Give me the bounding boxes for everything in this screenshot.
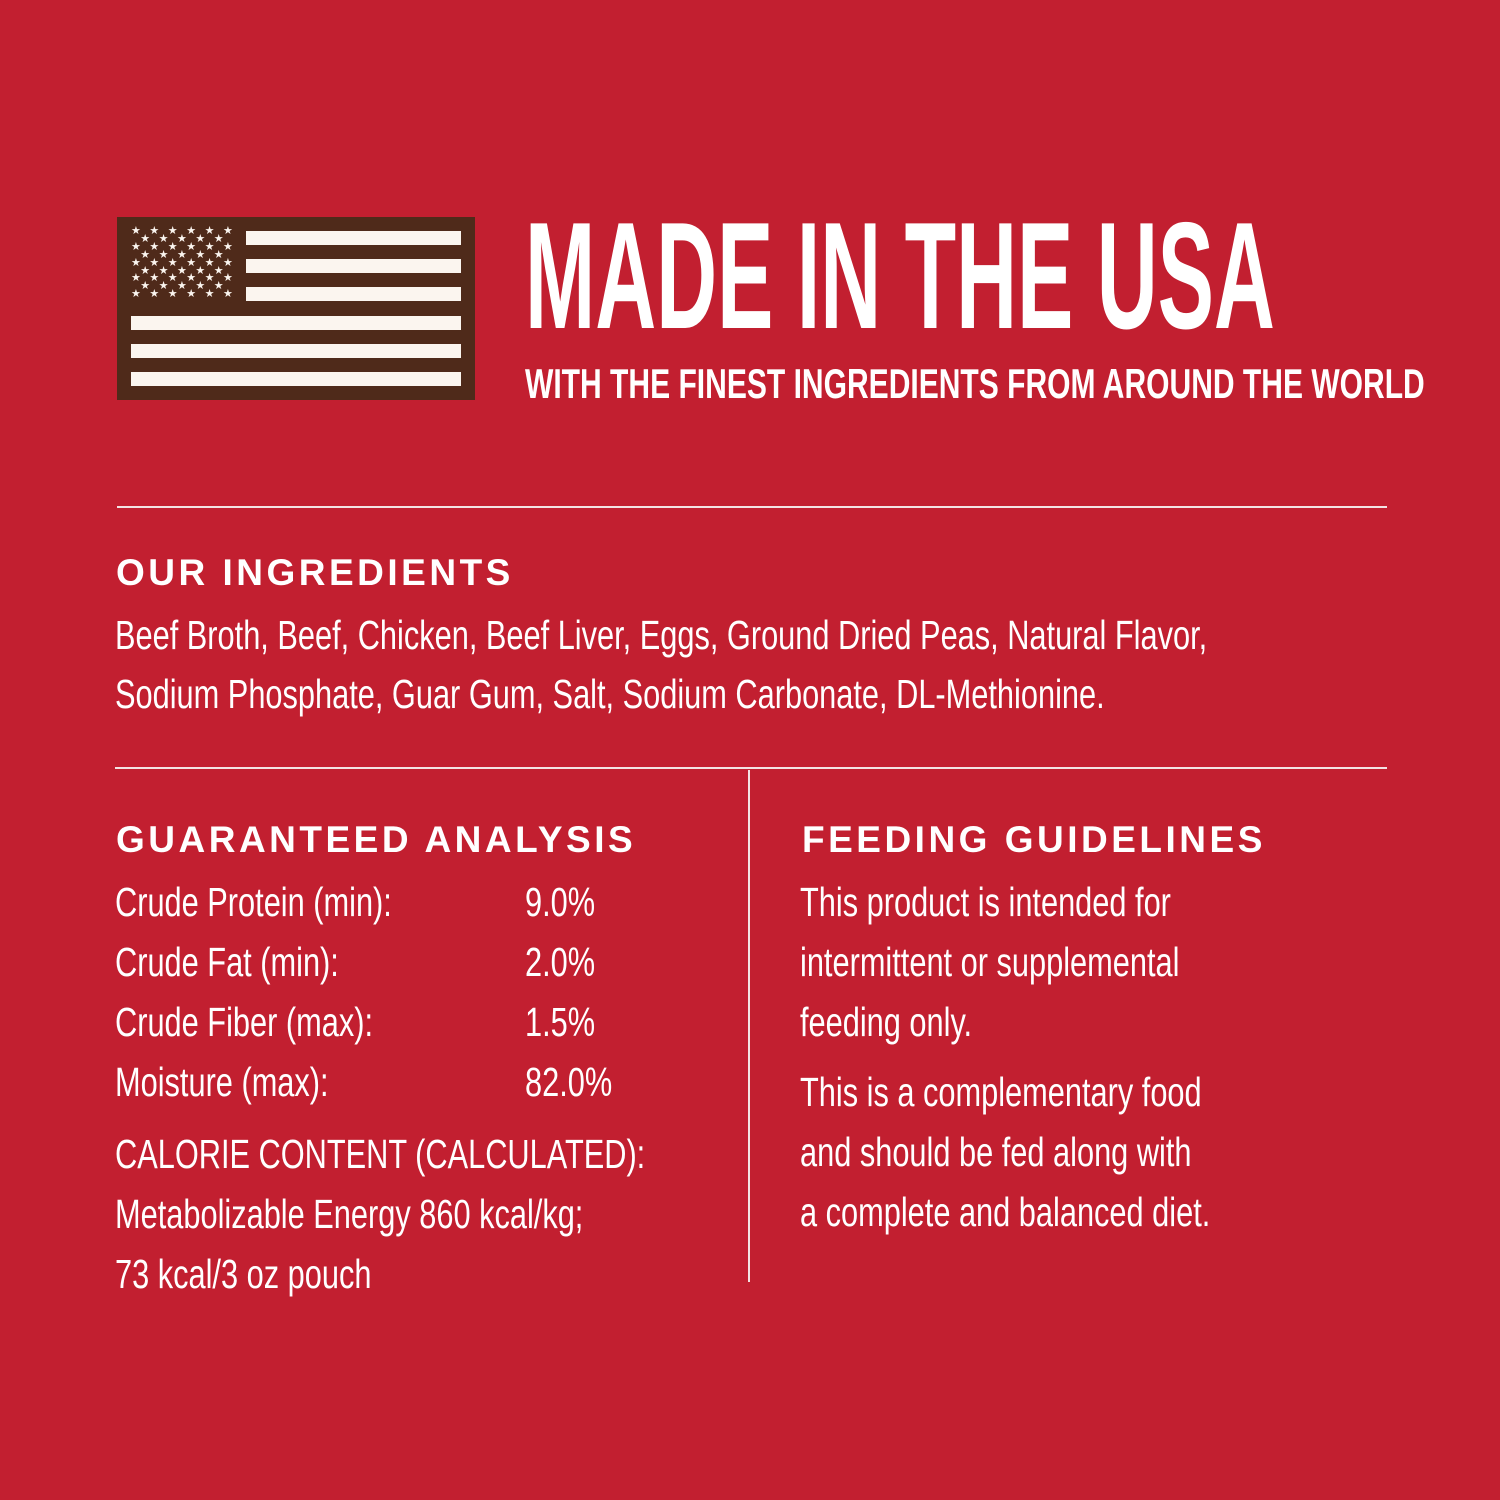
star-icon: ★ [131,272,141,285]
feeding-line: This product is intended for [800,879,1171,925]
star-icon: ★ [149,288,160,301]
star-icon: ★ [223,256,233,269]
feeding-line: feeding only. [800,999,973,1045]
feeding-line: This is a complementary food [800,1069,1202,1115]
star-icon: ★ [186,256,197,269]
calorie-line: 73 kcal/3 oz pouch [115,1251,372,1297]
star-icon: ★ [223,240,233,253]
star-icon: ★ [140,264,151,277]
star-icon: ★ [140,232,151,245]
star-icon: ★ [167,272,178,285]
star-icon: ★ [149,256,160,269]
ingredients-heading: OUR INGREDIENTS [116,552,514,593]
star-icon: ★ [149,225,160,237]
divider-middle [115,767,1387,769]
star-icon: ★ [167,225,178,237]
analysis-value: 82.0% [525,1059,613,1105]
star-icon: ★ [204,272,215,285]
analysis-value: 1.5% [525,999,596,1045]
star-icon: ★ [167,256,178,269]
calorie-line: Metabolizable Energy 860 kcal/kg; [115,1191,584,1237]
star-icon: ★ [186,240,197,253]
feeding-line: and should be fed along with [800,1129,1192,1175]
star-icon: ★ [177,232,187,245]
analysis-label: Crude Fiber (max): [115,999,374,1045]
feeding-line: intermittent or supplemental [800,939,1180,985]
analysis-value: 9.0% [525,879,596,925]
star-icon: ★ [149,240,160,253]
star-icon: ★ [223,272,233,285]
star-icon: ★ [213,248,224,261]
star-icon: ★ [195,264,206,277]
page-subtitle: WITH THE FINEST INGREDIENTS FROM AROUND … [525,360,1425,407]
analysis-label: Crude Protein (min): [115,879,392,925]
calorie-line: CALORIE CONTENT (CALCULATED): [115,1131,646,1177]
star-icon: ★ [177,248,187,261]
star-icon: ★ [167,240,178,253]
divider-top [117,506,1387,508]
star-icon: ★ [186,272,197,285]
star-icon: ★ [204,240,215,253]
star-icon: ★ [177,264,187,277]
star-icon: ★ [186,225,197,237]
analysis-label: Crude Fat (min): [115,939,339,985]
star-icon: ★ [167,288,178,301]
page-title: MADE IN THE USA [525,191,1275,361]
star-icon: ★ [158,232,169,245]
star-icon: ★ [223,288,233,301]
star-icon: ★ [195,248,206,261]
analysis-heading: GUARANTEED ANALYSIS [116,819,637,860]
star-icon: ★ [177,280,187,293]
star-icon: ★ [131,225,141,237]
star-icon: ★ [149,272,160,285]
star-icon: ★ [158,280,169,293]
divider-vertical [748,770,750,1282]
star-icon: ★ [204,225,215,237]
star-icon: ★ [195,232,206,245]
star-icon: ★ [158,264,169,277]
star-icon: ★ [195,280,206,293]
ingredients-line: Sodium Phosphate, Guar Gum, Salt, Sodium… [115,671,1105,717]
analysis-label: Moisture (max): [115,1059,329,1105]
ingredients-line: Beef Broth, Beef, Chicken, Beef Liver, E… [115,612,1208,658]
star-icon: ★ [140,248,151,261]
star-icon: ★ [213,264,224,277]
star-icon: ★ [213,232,224,245]
star-icon: ★ [131,256,141,269]
star-icon: ★ [131,288,141,301]
star-icon: ★ [140,280,151,293]
star-icon: ★ [213,280,224,293]
feeding-heading: FEEDING GUIDELINES [802,819,1266,860]
analysis-value: 2.0% [525,939,596,985]
star-icon: ★ [204,288,215,301]
star-icon: ★ [223,225,233,237]
star-icon: ★ [204,256,215,269]
star-icon: ★ [186,288,197,301]
feeding-line: a complete and balanced diet. [800,1189,1211,1235]
star-icon: ★ [158,248,169,261]
star-icon: ★ [131,240,141,253]
american-flag-icon: ★ ★ ★ ★ ★ ★ ★ ★ ★ ★ ★ ★ ★ ★ ★ ★ ★ ★ ★ ★ ★ ★ ★ ★ ★ ★ ★ ★ ★ ★ ★ ★ ★ ★ ★ ★ ★ ★ ★ ★… [117,217,475,400]
